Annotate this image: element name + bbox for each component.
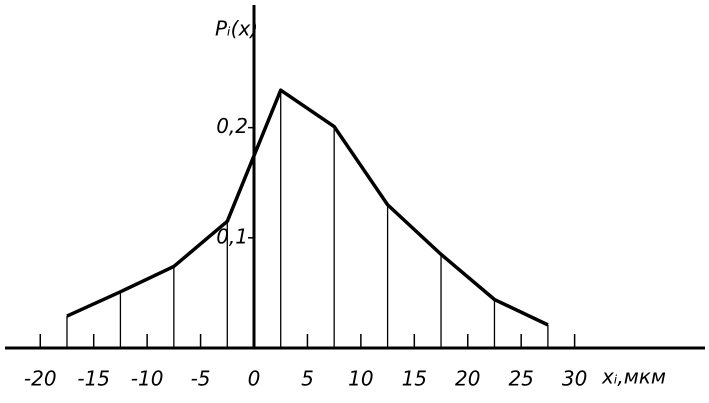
x-tick-label: 10 (348, 367, 373, 391)
x-tick-label: -5 (191, 367, 211, 391)
x-tick-label: -20 (24, 367, 57, 391)
x-tick-label: -15 (77, 367, 110, 391)
x-tick-label: 30 (562, 367, 587, 391)
x-tick-label: 5 (301, 367, 314, 391)
x-tick-label: 15 (402, 367, 427, 391)
x-tick-label: -10 (131, 367, 164, 391)
x-tick-label: 20 (455, 367, 480, 391)
y-axis-label: Pᵢ(x) (215, 17, 258, 41)
x-tick-label: 25 (508, 367, 533, 391)
x-tick-label: 0 (248, 367, 261, 391)
x-axis-label: xᵢ,мкм (601, 365, 666, 389)
data-line (66, 88, 549, 327)
y-tick-label: 0,2 (216, 114, 248, 138)
